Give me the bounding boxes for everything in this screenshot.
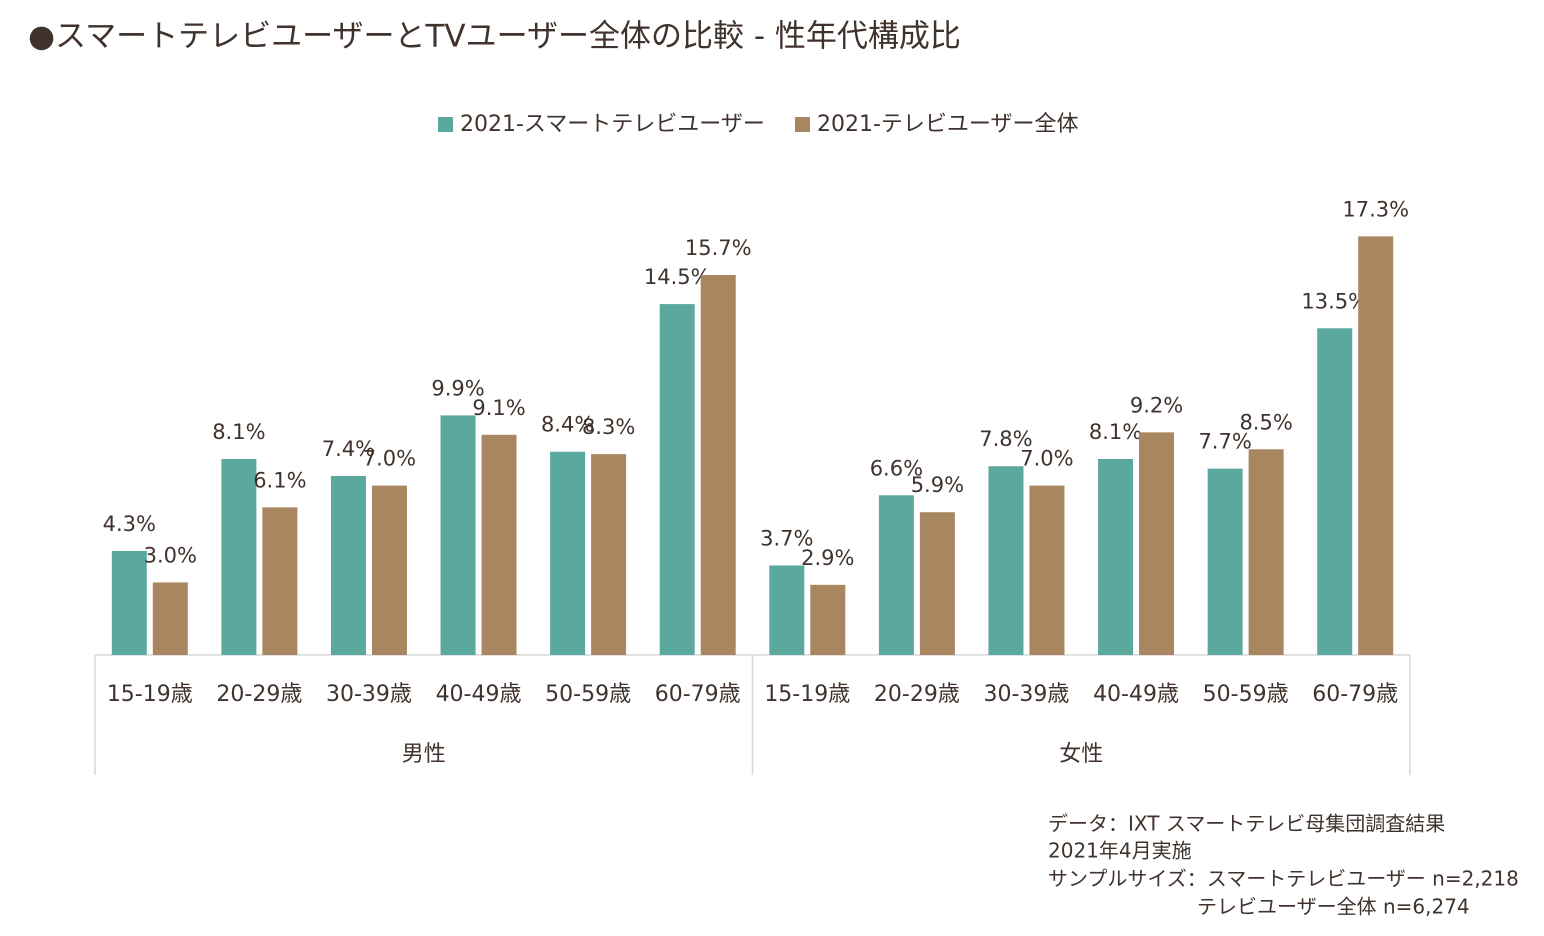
- bar: [988, 466, 1024, 655]
- bar: [371, 485, 407, 655]
- x-tick-label: 40-49歳: [1093, 682, 1179, 707]
- data-label: 9.1%: [472, 396, 525, 420]
- data-label: 5.9%: [911, 473, 964, 497]
- data-label: 8.3%: [582, 415, 635, 439]
- legend-swatch: [795, 117, 810, 132]
- x-tick-label: 60-79歳: [1312, 682, 1398, 707]
- bar: [1358, 236, 1394, 655]
- bar: [152, 582, 188, 655]
- group-label: 女性: [1059, 742, 1103, 767]
- x-tick-label: 20-29歳: [216, 682, 302, 707]
- x-tick-label: 60-79歳: [655, 682, 741, 707]
- data-label: 7.8%: [979, 427, 1032, 451]
- bar: [262, 507, 298, 655]
- data-label: 8.5%: [1239, 410, 1292, 434]
- note: 2021年4月実施: [1048, 839, 1192, 863]
- data-label: 17.3%: [1342, 197, 1409, 221]
- data-label: 7.7%: [1198, 430, 1251, 454]
- bar: [1317, 328, 1353, 655]
- data-label: 4.3%: [103, 512, 156, 536]
- bar: [550, 451, 586, 655]
- bar: [1248, 449, 1284, 655]
- x-tick-label: 15-19歳: [764, 682, 850, 707]
- data-label: 2.9%: [801, 546, 854, 570]
- x-tick-label: 20-29歳: [874, 682, 960, 707]
- bar: [440, 415, 476, 655]
- data-label: 13.5%: [1301, 289, 1368, 313]
- bar: [1207, 468, 1243, 655]
- bar: [1139, 432, 1175, 655]
- x-tick-label: 30-39歳: [983, 682, 1069, 707]
- bar: [1098, 458, 1134, 655]
- legend-label: 2021-スマートテレビユーザー: [460, 112, 765, 137]
- bar: [810, 584, 846, 655]
- data-label: 8.1%: [212, 420, 265, 444]
- bar: [769, 565, 805, 655]
- data-label: 14.5%: [644, 265, 711, 289]
- legend-label: 2021-テレビユーザー全体: [817, 112, 1079, 137]
- bar: [591, 454, 627, 655]
- x-tick-label: 50-59歳: [1203, 682, 1289, 707]
- bar: [330, 475, 366, 655]
- legend-swatch: [438, 117, 453, 132]
- chart-title: ●スマートテレビユーザーとTVユーザー全体の比較 - 性年代構成比: [28, 19, 961, 55]
- data-label: 15.7%: [685, 236, 752, 260]
- data-label: 7.0%: [363, 447, 416, 471]
- bar: [111, 550, 147, 655]
- data-label: 3.7%: [760, 526, 813, 550]
- data-label: 8.4%: [541, 413, 594, 437]
- bar: [878, 495, 914, 655]
- x-tick-label: 15-19歳: [107, 682, 193, 707]
- bar: [919, 512, 955, 655]
- x-tick-label: 50-59歳: [545, 682, 631, 707]
- data-label: 7.4%: [322, 437, 375, 461]
- data-label: 7.0%: [1020, 447, 1073, 471]
- x-tick-label: 30-39歳: [326, 682, 412, 707]
- data-label: 3.0%: [144, 543, 197, 567]
- bar: [700, 275, 736, 655]
- note: サンプルサイズ：スマートテレビユーザー n=2,218: [1048, 867, 1519, 891]
- data-label: 6.6%: [870, 456, 923, 480]
- note: データ：IXT スマートテレビ母集団調査結果: [1048, 812, 1445, 836]
- bar: [481, 434, 517, 655]
- data-label: 6.1%: [253, 468, 306, 492]
- x-tick-label: 40-49歳: [436, 682, 522, 707]
- data-label: 9.2%: [1130, 393, 1183, 417]
- bar: [221, 458, 257, 655]
- bar: [1029, 485, 1065, 655]
- note: テレビユーザー全体 n=6,274: [1197, 895, 1470, 919]
- bar: [659, 304, 695, 655]
- data-label: 9.9%: [431, 376, 484, 400]
- data-label: 8.1%: [1089, 420, 1142, 444]
- group-label: 男性: [402, 742, 446, 767]
